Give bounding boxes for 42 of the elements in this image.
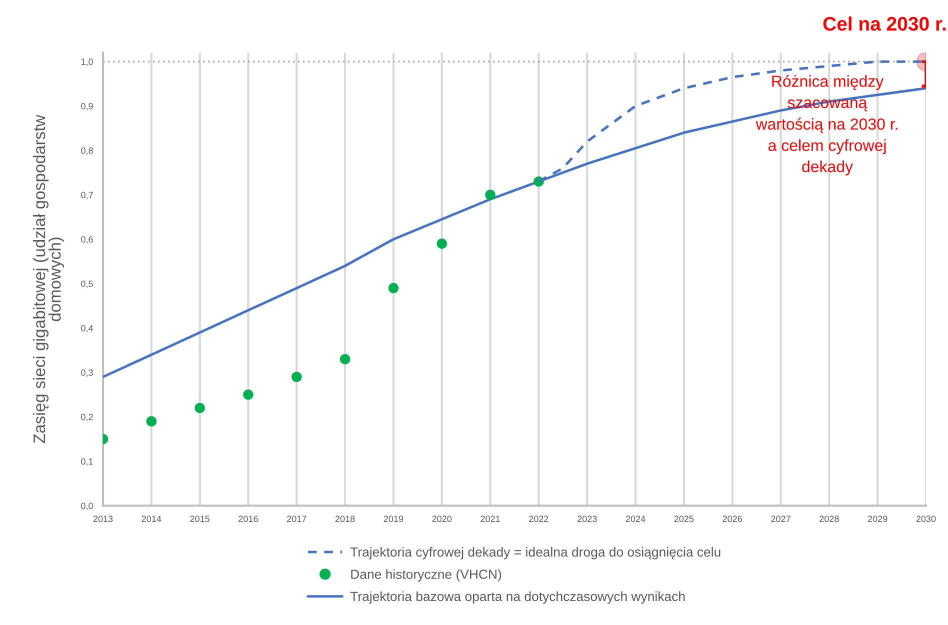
x-tick-label: 2028 xyxy=(820,516,839,522)
y-tick-label: 0,1 xyxy=(81,458,93,466)
x-tick-label: 2018 xyxy=(335,516,355,522)
x-tick-label: 2029 xyxy=(868,516,888,522)
point xyxy=(291,372,302,382)
point xyxy=(146,416,157,426)
x-tick-label: 2022 xyxy=(529,516,548,522)
legend-label: Trajektoria bazowa oparta na dotychczasowych wynikach xyxy=(350,591,685,604)
x-tick-label: 2030 xyxy=(916,516,936,522)
point xyxy=(388,282,399,294)
annotation: Cel na 2030 r. xyxy=(823,16,946,31)
y-tick-label: 0,2 xyxy=(81,414,93,422)
x-tick-label: 2013 xyxy=(93,516,113,522)
y-tick-label: 0,9 xyxy=(81,102,93,110)
y-axis-title: Zasięg sieci gigabitowej (udział gospodarstw domowych) xyxy=(32,114,64,444)
point xyxy=(194,402,205,414)
x-tick-label: 2025 xyxy=(674,516,694,522)
y-tick-label: 0,4 xyxy=(81,325,94,332)
point xyxy=(243,390,254,400)
y-tick-label: 0,8 xyxy=(81,147,93,155)
x-tick-label: 2019 xyxy=(384,516,404,522)
x-tick-label: 2024 xyxy=(626,516,646,522)
y-tick-label: 0,0 xyxy=(81,502,93,510)
point xyxy=(485,190,496,200)
x-tick-label: 2017 xyxy=(287,516,306,522)
y-tick-label: 0,6 xyxy=(81,236,93,244)
y-tick-label: 0,3 xyxy=(81,369,93,377)
legend-label: Trajektoria cyfrowej dekady = idealna droga do osiągnięcia celu xyxy=(350,547,720,560)
legend-label: Dane historyczne (VHCN) xyxy=(351,569,502,582)
x-tick-label: 2014 xyxy=(142,516,162,522)
x-tick-label: 2023 xyxy=(578,516,597,522)
point xyxy=(340,354,350,364)
point xyxy=(436,238,448,249)
y-tick-label: 1,0 xyxy=(81,58,93,66)
y-tick-label: 0,7 xyxy=(81,192,93,200)
x-tick-label: 2020 xyxy=(432,516,452,522)
x-tick-label: 2026 xyxy=(722,516,742,522)
x-tick-label: 2016 xyxy=(238,516,258,522)
x-tick-label: 2027 xyxy=(771,516,790,522)
x-tick-label: 2015 xyxy=(190,516,210,522)
x-tick-label: 2021 xyxy=(480,516,500,522)
y-tick-label: 0,5 xyxy=(81,280,93,288)
